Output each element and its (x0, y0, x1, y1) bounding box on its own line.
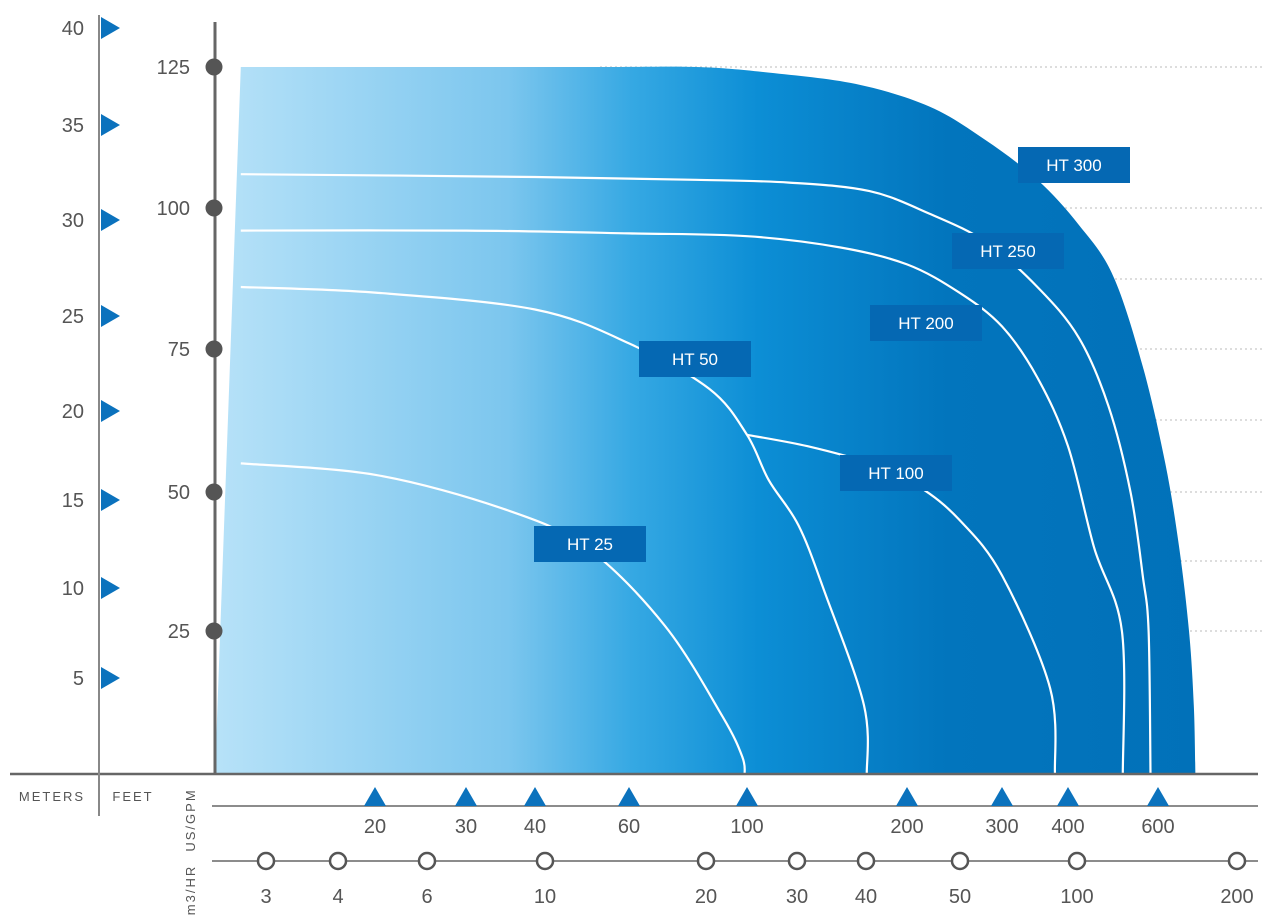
feet-tick-25: 25 (168, 621, 223, 643)
svg-text:100: 100 (1060, 886, 1093, 908)
svg-text:HT 300: HT 300 (1046, 156, 1101, 175)
m3-tick-3: 3 (256, 851, 276, 908)
series-label-ht-50: HT 50 (639, 341, 751, 377)
curve-ht-100 (746, 433, 1058, 782)
svg-text:10: 10 (534, 886, 556, 908)
meters-tick-25: 25 (62, 305, 120, 328)
gpm-tick-200: 200 (890, 787, 924, 838)
svg-text:20: 20 (695, 886, 717, 908)
gpm-unit-label: US/GPM (183, 788, 198, 851)
gpm-tick-100: 100 (730, 787, 764, 838)
svg-text:50: 50 (168, 482, 190, 504)
m3-tick-4: 4 (328, 851, 348, 908)
series-labels: HT 25 HT 50 HT 100 HT 200 HT 250 HT 300 (534, 147, 1130, 562)
svg-text:HT 200: HT 200 (898, 314, 953, 333)
svg-text:30: 30 (62, 210, 84, 232)
gpm-tick-600: 600 (1141, 787, 1175, 838)
svg-text:HT 250: HT 250 (980, 242, 1035, 261)
series-label-ht-300: HT 300 (1018, 147, 1130, 183)
envelope-area (215, 66, 1196, 775)
svg-text:400: 400 (1051, 816, 1084, 838)
svg-text:25: 25 (62, 306, 84, 328)
svg-text:40: 40 (62, 18, 84, 40)
svg-text:40: 40 (855, 886, 877, 908)
svg-text:75: 75 (168, 339, 190, 361)
meters-tick-35: 35 (62, 114, 120, 137)
svg-text:600: 600 (1141, 816, 1174, 838)
gpm-tick-400: 400 (1051, 787, 1085, 838)
gpm-tick-20: 20 (364, 787, 386, 838)
meters-unit-label: METERS (19, 789, 85, 804)
meters-tick-10: 10 (62, 577, 120, 600)
curve-ht-200 (240, 229, 1126, 775)
m3-tick-20: 20 (695, 851, 717, 908)
svg-text:20: 20 (62, 401, 84, 423)
performance-area (215, 66, 1196, 775)
svg-text:30: 30 (786, 886, 808, 908)
axes: 5 10 15 20 25 30 35 40 25 50 75 100 125 20 30 40 60 100 20… (10, 15, 1258, 915)
series-label-ht-25: HT 25 (534, 526, 646, 562)
m3-tick-6: 6 (417, 851, 437, 908)
meters-tick-5: 5 (73, 667, 120, 690)
feet-tick-100: 100 (157, 198, 223, 220)
svg-text:50: 50 (949, 886, 971, 908)
svg-text:10: 10 (62, 578, 84, 600)
svg-text:30: 30 (455, 816, 477, 838)
svg-text:125: 125 (157, 57, 190, 79)
svg-text:100: 100 (730, 816, 763, 838)
m3-tick-10: 10 (534, 851, 556, 908)
meters-tick-40: 40 (62, 17, 120, 40)
meters-tick-20: 20 (62, 400, 120, 423)
svg-text:HT 50: HT 50 (672, 350, 718, 369)
svg-text:5: 5 (73, 668, 84, 690)
gpm-tick-300: 300 (985, 787, 1019, 838)
svg-text:25: 25 (168, 621, 190, 643)
svg-text:4: 4 (332, 886, 343, 908)
m3-unit-label: m3/HR (183, 865, 198, 915)
feet-unit-label: FEET (112, 789, 153, 804)
svg-text:20: 20 (364, 816, 386, 838)
series-label-ht-250: HT 250 (952, 233, 1064, 269)
curve-ht-50 (240, 285, 869, 775)
m3-tick-100: 100 (1060, 851, 1094, 908)
series-label-ht-200: HT 200 (870, 305, 982, 341)
svg-text:60: 60 (618, 816, 640, 838)
svg-text:300: 300 (985, 816, 1018, 838)
feet-tick-125: 125 (157, 57, 223, 79)
m3-tick-50: 50 (949, 851, 971, 908)
meters-tick-30: 30 (62, 209, 120, 232)
svg-text:15: 15 (62, 490, 84, 512)
m3-tick-30: 30 (786, 851, 808, 908)
gpm-tick-40: 40 (524, 787, 546, 838)
svg-text:100: 100 (157, 198, 190, 220)
feet-tick-50: 50 (168, 482, 223, 504)
gpm-tick-30: 30 (455, 787, 477, 838)
svg-text:35: 35 (62, 115, 84, 137)
m3-tick-200: 200 (1220, 851, 1254, 908)
svg-text:200: 200 (1220, 886, 1253, 908)
m3-tick-40: 40 (855, 851, 877, 908)
svg-text:HT 100: HT 100 (868, 464, 923, 483)
series-label-ht-100: HT 100 (840, 455, 952, 491)
svg-text:200: 200 (890, 816, 923, 838)
feet-tick-75: 75 (168, 339, 223, 361)
svg-text:40: 40 (524, 816, 546, 838)
svg-text:HT 25: HT 25 (567, 535, 613, 554)
gpm-tick-60: 60 (618, 787, 640, 838)
meters-tick-15: 15 (62, 489, 120, 512)
svg-text:3: 3 (260, 886, 271, 908)
svg-text:6: 6 (421, 886, 432, 908)
